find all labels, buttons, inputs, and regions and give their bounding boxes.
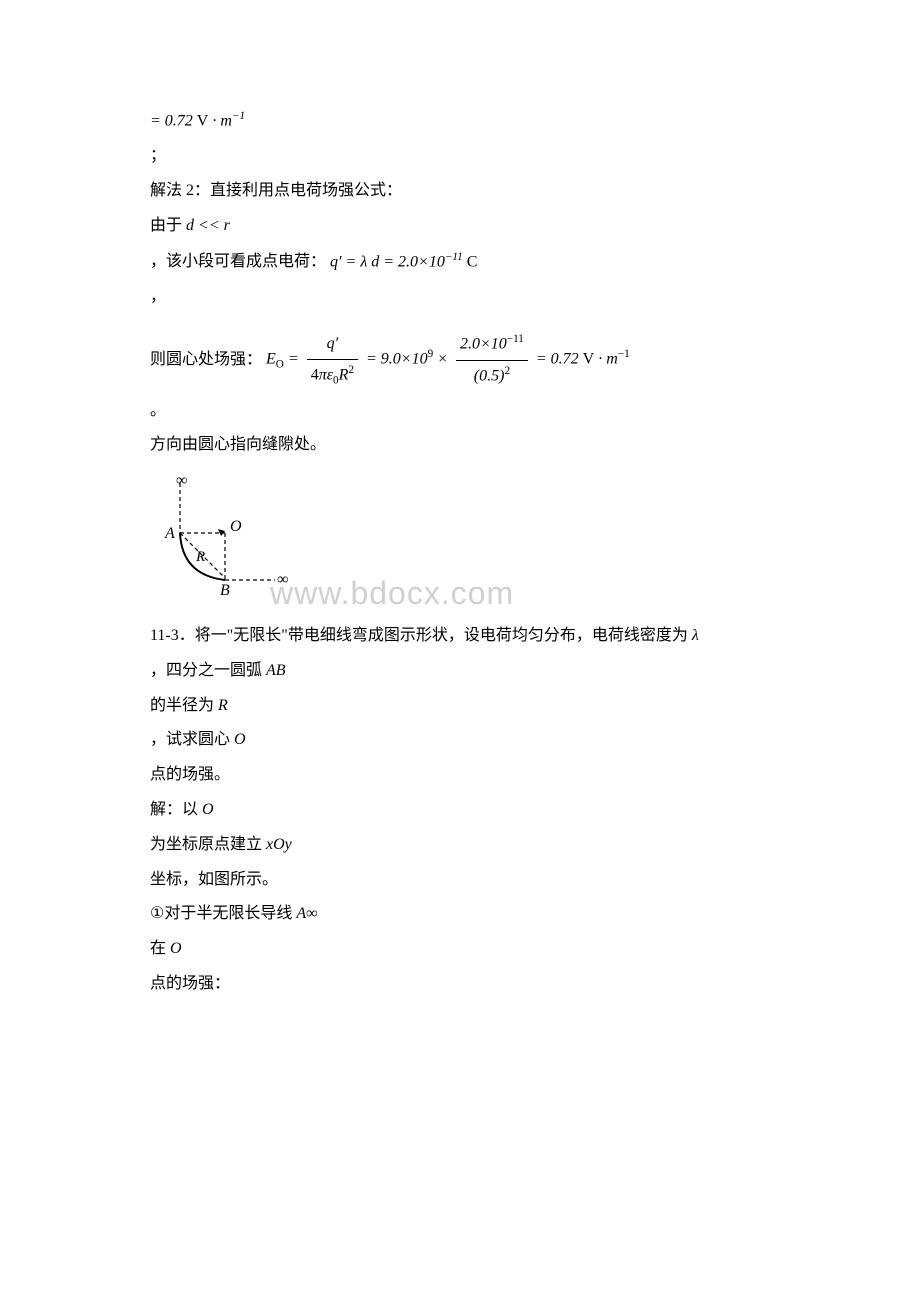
point-field2: 点的场强： (150, 970, 230, 999)
solution-start: 解：以 O (150, 796, 770, 825)
A-inf-label: A∞ (292, 900, 317, 929)
semicolon: ； (150, 142, 166, 171)
find-prefix: ，试求圆心 (150, 726, 230, 755)
R-label: R (214, 692, 228, 721)
coord-line: 坐标，如图所示。 (150, 866, 770, 895)
infinity-top: ∞ (176, 475, 187, 489)
infinity-right: ∞ (277, 571, 288, 588)
label-A: A (164, 525, 175, 542)
since-line: 由于 d << r (150, 212, 770, 241)
method2-text: 解法 2：直接利用点电荷场强公式： (150, 177, 402, 206)
semicolon-line: ； (150, 142, 770, 171)
label-R: R (195, 549, 205, 565)
half-inf-text: 对于半无限长导线 (164, 900, 292, 929)
problem-text-1: 将一"无限长"带电细线弯成图示形状，设电荷均匀分布，电荷线密度为 (195, 622, 688, 651)
comma-line-1: ， (150, 283, 770, 312)
method2-intro: 解法 2：直接利用点电荷场强公式： (150, 177, 770, 206)
coord-text: 坐标，如图所示。 (150, 866, 278, 895)
since-math: d << r (182, 212, 230, 241)
equation-result-1: = 0.72 V · m−1 (150, 106, 770, 136)
period-line-1: 。 (150, 397, 770, 426)
diagram-container: ∞ A O R B ∞ www.bdocx.com (150, 475, 770, 616)
O-label-3: O (166, 935, 182, 964)
xOy-label: xOy (262, 831, 292, 860)
circle-1: ① (150, 900, 164, 929)
origin-line: 为坐标原点建立 xOy (150, 831, 770, 860)
AB-label: AB (262, 657, 286, 686)
quarter-arc-line: ，四分之一圆弧 AB (150, 657, 770, 686)
label-B: B (220, 582, 230, 599)
point-field-line: 点的场强。 (150, 761, 770, 790)
segment-prefix: ，该小段可看成点电荷： (150, 248, 326, 277)
point-field: 点的场强。 (150, 761, 230, 790)
O-label-2: O (198, 796, 214, 825)
radius-prefix: 的半径为 (150, 692, 214, 721)
problem-11-3: 11-3． 将一"无限长"带电细线弯成图示形状，设电荷均匀分布，电荷线密度为 λ (150, 622, 770, 651)
period1: 。 (150, 397, 166, 426)
label-O: O (230, 518, 242, 535)
at-prefix: 在 (150, 935, 166, 964)
diagram-svg: ∞ A O R B ∞ (150, 475, 310, 605)
problem-num: 11-3． (150, 622, 195, 651)
center-field-prefix: 则圆心处场强： (150, 346, 262, 375)
point-field-line-2: 点的场强： (150, 970, 770, 999)
main-formula: EO = q′ 4πε0R2 = 9.0×109 × 2.0×10−11 (0.… (262, 329, 630, 390)
point-charge-line: ，该小段可看成点电荷： q′ = λ d = 2.0×10−11 C (150, 247, 770, 277)
eq1-text: = 0.72 V · m−1 (150, 106, 245, 136)
qprime-formula: q′ = λ d = 2.0×10−11 C (326, 247, 477, 277)
at-O-line: 在 O (150, 935, 770, 964)
O-label: O (230, 726, 246, 755)
find-center-line: ，试求圆心 O (150, 726, 770, 755)
problem-text-2: ，四分之一圆弧 (150, 657, 262, 686)
lambda: λ (688, 622, 699, 651)
direction-text: 方向由圆心指向缝隙处。 (150, 431, 326, 460)
half-inf-line: ① 对于半无限长导线 A∞ (150, 900, 770, 929)
origin-text1: 为坐标原点建立 (150, 831, 262, 860)
center-field-line: 则圆心处场强： EO = q′ 4πε0R2 = 9.0×109 × 2.0×1… (150, 329, 770, 390)
comma1: ， (150, 283, 166, 312)
direction-line: 方向由圆心指向缝隙处。 (150, 431, 770, 460)
solution-prefix: 解：以 (150, 796, 198, 825)
radius-line: 的半径为 R (150, 692, 770, 721)
since-prefix: 由于 (150, 212, 182, 241)
